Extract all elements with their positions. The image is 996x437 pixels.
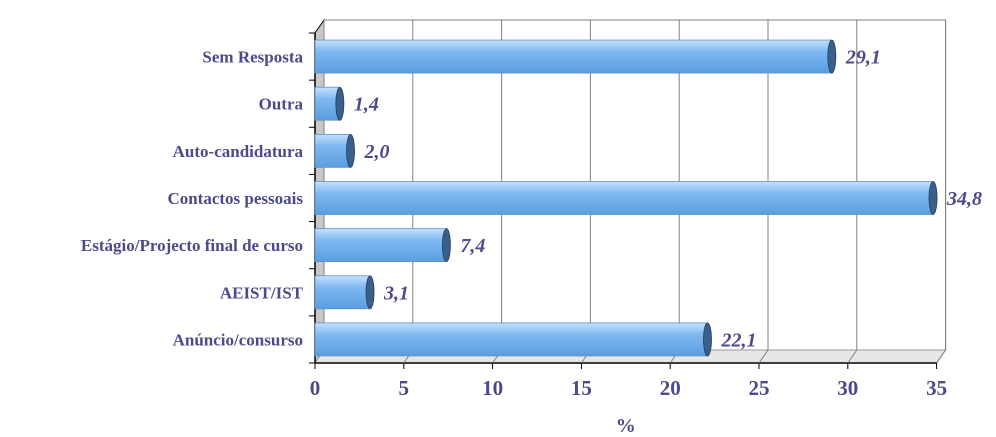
bar-body (314, 275, 371, 310)
category-labels: Sem Resposta Outra Auto-candidatura Contact… (81, 48, 304, 350)
bar-cap (827, 39, 837, 74)
category-label: Contactos pessoais (167, 189, 303, 208)
bar-cap (335, 86, 345, 121)
bar-cap (346, 133, 355, 168)
x-tick-label: 10 (482, 376, 503, 400)
value-label: 22,1 (720, 329, 756, 351)
category-label: Outra (259, 95, 304, 114)
grid-line-floor (847, 349, 858, 364)
x-tick-label: 30 (837, 376, 858, 400)
bar (314, 39, 837, 74)
bar-body (314, 228, 447, 263)
category-label: Estágio/Projecto final de curso (81, 236, 303, 255)
bars (314, 39, 938, 357)
bar (314, 133, 355, 168)
value-label: 3,1 (383, 282, 409, 304)
bar (314, 86, 345, 121)
x-tick-labels: 0 5 10 15 20 25 30 35 (310, 363, 947, 400)
category-label: AEIST/IST (220, 283, 304, 302)
category-label: Anúncio/consurso (173, 330, 303, 349)
grid-line-floor (758, 349, 769, 364)
bar-cap (703, 322, 712, 357)
category-label: Auto-candidatura (173, 142, 304, 161)
x-tick-label: 20 (660, 376, 681, 400)
bar-body (314, 133, 351, 168)
bar (314, 228, 451, 263)
grid-line-floor (936, 349, 947, 364)
category-label: Sem Resposta (202, 48, 303, 67)
x-tick-label: 0 (310, 376, 321, 400)
bar-cap (365, 275, 375, 310)
bar-cap (442, 228, 451, 263)
value-labels: 29,1 1,4 2,0 34,8 7,4 3,1 22,1 (354, 47, 982, 352)
value-label: 29,1 (845, 47, 881, 69)
value-label: 7,4 (460, 235, 485, 257)
bar (314, 322, 712, 357)
bar-cap (928, 181, 938, 215)
x-axis-title: % (616, 415, 636, 437)
x-tick-label: 25 (749, 376, 770, 400)
bar-body (314, 322, 708, 357)
value-label: 2,0 (364, 141, 390, 163)
bar (314, 275, 375, 310)
x-tick-label: 15 (571, 376, 592, 400)
x-tick-label: 35 (926, 376, 947, 400)
value-label: 1,4 (354, 94, 379, 116)
x-tick-label: 5 (399, 376, 410, 400)
bar-body (314, 181, 934, 215)
bar-body (314, 39, 833, 74)
bar (314, 181, 938, 215)
value-label: 34,8 (946, 188, 982, 210)
